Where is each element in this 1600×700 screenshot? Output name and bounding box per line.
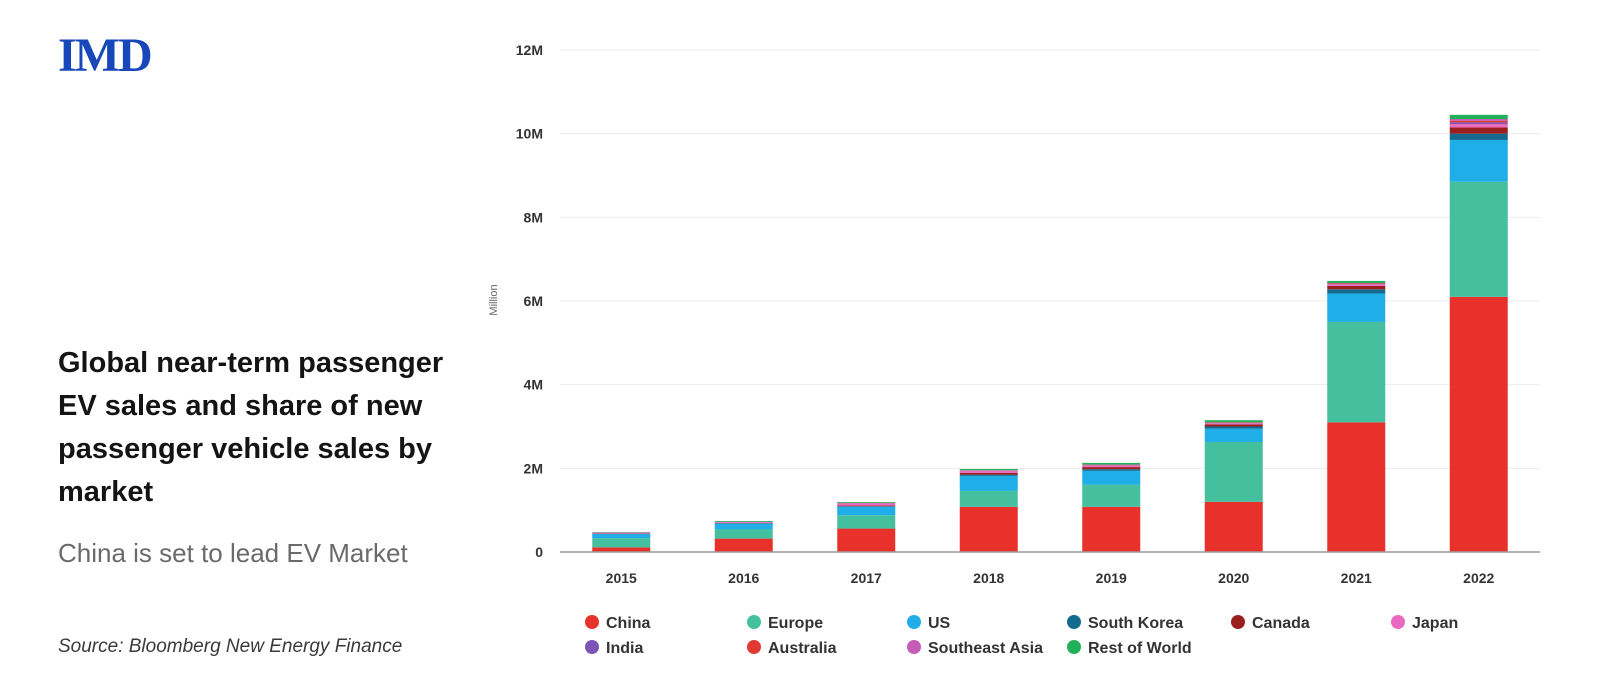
bar-segment-canada [1082, 467, 1141, 470]
legend-label: Southeast Asia [928, 640, 1043, 657]
bar-segment-japan [1204, 423, 1263, 425]
legend-label: Europe [768, 615, 823, 632]
bar-segment-rest-of-world [959, 468, 1018, 471]
legend-swatch [1067, 615, 1081, 629]
bar-segment-rest-of-world [1449, 114, 1508, 120]
bar-segment-europe [837, 515, 896, 529]
bar-segment-japan [714, 521, 773, 523]
legend-swatch [1391, 615, 1405, 629]
legend-swatch [1067, 640, 1081, 654]
bar-segment-rest-of-world [714, 521, 773, 522]
bar-segment-canada [959, 472, 1018, 475]
x-tick-label: 2022 [1463, 570, 1494, 586]
bar-segment-south-korea [1082, 469, 1141, 471]
bar-segment-europe [1449, 181, 1508, 297]
bar-segment-china [592, 547, 651, 552]
bar-segment-south-korea [1204, 426, 1263, 429]
bar-segment-us [837, 506, 896, 516]
bar-segment-japan [1082, 465, 1141, 468]
source-note: Source: Bloomberg New Energy Finance [58, 636, 403, 657]
bar-segment-india [1449, 122, 1508, 125]
bar-segment-canada [1204, 424, 1263, 427]
imd-logo: IMD [58, 29, 153, 82]
legend-label: Australia [768, 640, 837, 657]
chart-subtitle: China is set to lead EV Market [58, 538, 408, 568]
bar-segment-canada [837, 505, 896, 507]
legend-label: US [928, 615, 951, 632]
bar-segment-us [1082, 470, 1141, 485]
y-tick-label: 8M [524, 209, 543, 225]
x-tick-label: 2017 [851, 570, 882, 586]
bar-segment-japan [1327, 284, 1386, 286]
bar-segment-rest-of-world [1204, 420, 1263, 423]
x-tick-label: 2018 [973, 570, 1004, 586]
bar-segment-japan [959, 470, 1018, 473]
bar-segment-south-korea [1449, 133, 1508, 140]
bar-segment-australia [1327, 283, 1386, 285]
bar-segment-us [959, 475, 1018, 491]
x-tick-label: 2015 [606, 570, 637, 586]
legend-swatch [585, 640, 599, 654]
bar-segment-south-korea [1327, 289, 1386, 294]
bar-segment-china [1204, 501, 1263, 552]
y-tick-label: 10M [516, 126, 543, 142]
bar-segment-canada [1449, 127, 1508, 134]
x-tick-label: 2020 [1218, 570, 1249, 586]
bar-segment-us [1204, 428, 1263, 442]
chart-title: Global near-term passenger EV sales and … [58, 347, 444, 508]
legend-label: Canada [1252, 615, 1310, 632]
bar-segment-south-korea [837, 506, 896, 507]
bar-segment-china [1082, 506, 1141, 552]
y-tick-label: 12M [516, 42, 543, 58]
bar-segment-japan [592, 532, 651, 534]
legend-swatch [747, 640, 761, 654]
bar-segment-china [959, 506, 1018, 552]
bar-segment-japan [1449, 124, 1508, 128]
y-tick-label: 4M [524, 377, 543, 393]
bar-segment-europe [1327, 321, 1386, 423]
bar-segment-china [1449, 296, 1508, 552]
legend-label: China [606, 615, 651, 632]
bar-segment-japan [837, 503, 896, 506]
bar-segment-europe [1204, 441, 1263, 502]
x-tick-label: 2021 [1341, 570, 1372, 586]
legend-label: South Korea [1088, 615, 1183, 632]
legend-label: India [606, 640, 643, 657]
y-tick-label: 2M [524, 460, 543, 476]
legend-swatch [585, 615, 599, 629]
bar-segment-china [837, 528, 896, 552]
bar-segment-rest-of-world [1327, 280, 1386, 284]
bar-segment-southeast-asia [1449, 119, 1508, 121]
bar-segment-canada [1327, 285, 1386, 290]
bar-segment-us [1449, 139, 1508, 182]
bar-segment-europe [592, 538, 651, 548]
y-tick-label: 6M [524, 293, 543, 309]
bar-segment-europe [1082, 484, 1141, 507]
bar-segment-south-korea [959, 474, 1018, 476]
legend-swatch [907, 615, 921, 629]
legend-swatch [907, 640, 921, 654]
bar-segment-rest-of-world [837, 502, 896, 503]
legend-label: Rest of World [1088, 640, 1192, 657]
bar-segment-china [1327, 422, 1386, 552]
bar-segment-australia [1449, 120, 1508, 123]
bar-segment-europe [959, 490, 1018, 507]
bar-segment-us [714, 523, 773, 530]
x-tick-label: 2019 [1096, 570, 1127, 586]
y-axis-label: Million [488, 284, 500, 315]
bar-segment-china [714, 538, 773, 552]
x-tick-label: 2016 [728, 570, 759, 586]
legend-swatch [747, 615, 761, 629]
y-tick-label: 0 [535, 544, 543, 560]
bar-segment-rest-of-world [1082, 462, 1141, 465]
legend-label: Japan [1412, 615, 1458, 632]
legend-swatch [1231, 615, 1245, 629]
bar-segment-europe [714, 529, 773, 539]
bar-segment-us [592, 534, 651, 539]
bar-segment-us [1327, 293, 1386, 322]
